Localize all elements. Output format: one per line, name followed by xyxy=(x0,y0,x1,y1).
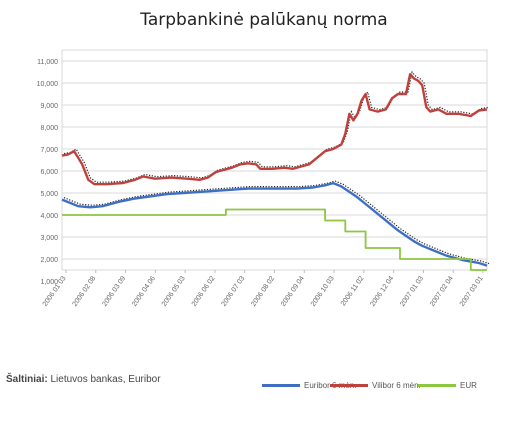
y-tick-label: 6,000 xyxy=(40,169,58,176)
y-tick-label: 5,000 xyxy=(40,191,58,198)
x-tick-label: 2006 06 02 xyxy=(191,275,217,308)
legend-label-vilibor: Vilibor 6 mėn. xyxy=(372,381,421,390)
y-tick-label: 2,000 xyxy=(40,257,58,264)
source-note: Šaltiniai: Lietuvos bankas, Euribor xyxy=(6,374,161,385)
x-tick-label: 2007 03 01 xyxy=(459,275,485,308)
y-tick-label: 4,000 xyxy=(40,213,58,220)
x-tick-label: 2006 09 04 xyxy=(280,275,306,308)
x-tick-label: 2006 02 08 xyxy=(72,275,98,308)
series-line-0 xyxy=(61,181,488,267)
legend-swatch-vilibor xyxy=(330,384,368,387)
series-line-2 xyxy=(62,208,487,271)
x-tick-label: 2007 02 04 xyxy=(429,275,455,308)
x-tick-label: 2007 01 03 xyxy=(399,275,425,308)
source-text: Lietuvos bankas, Euribor xyxy=(50,374,161,385)
x-tick-label: 2006 05 03 xyxy=(161,275,187,308)
series-dotted-overlay xyxy=(63,180,490,265)
y-tick-label: 9,000 xyxy=(40,103,58,110)
series-line-1 xyxy=(61,72,488,186)
y-tick-label: 8,000 xyxy=(40,125,58,132)
y-tick-label: 7,000 xyxy=(40,147,58,154)
legend-swatch-euribor xyxy=(262,384,300,387)
chart-title: Tarpbankinė palūkanų norma xyxy=(140,10,388,30)
x-tick-label: 2006 08 02 xyxy=(250,275,276,308)
y-tick-label: 10,000 xyxy=(37,81,59,88)
x-tick-label: 2006 10 03 xyxy=(310,275,336,308)
legend-item-eur: EUR xyxy=(418,381,477,390)
x-tick-label: 2006 04 06 xyxy=(131,275,157,308)
y-tick-label: 11,000 xyxy=(37,59,58,66)
y-tick-label: 1,000 xyxy=(40,279,58,286)
x-tick-label: 2006 03 09 xyxy=(101,275,127,308)
legend-label-eur: EUR xyxy=(460,381,477,390)
x-tick-label: 2006 11 02 xyxy=(340,275,366,307)
x-tick-label: 2006 07 03 xyxy=(221,275,247,308)
source-label: Šaltiniai: xyxy=(6,374,48,385)
legend-swatch-eur xyxy=(418,384,456,387)
x-tick-label: 2006 12 04 xyxy=(369,275,395,308)
y-tick-label: 3,000 xyxy=(40,235,58,242)
legend: Euribor 6 mėn. Vilibor 6 mėn. EUR xyxy=(0,381,528,395)
legend-item-vilibor: Vilibor 6 mėn. xyxy=(330,381,421,390)
